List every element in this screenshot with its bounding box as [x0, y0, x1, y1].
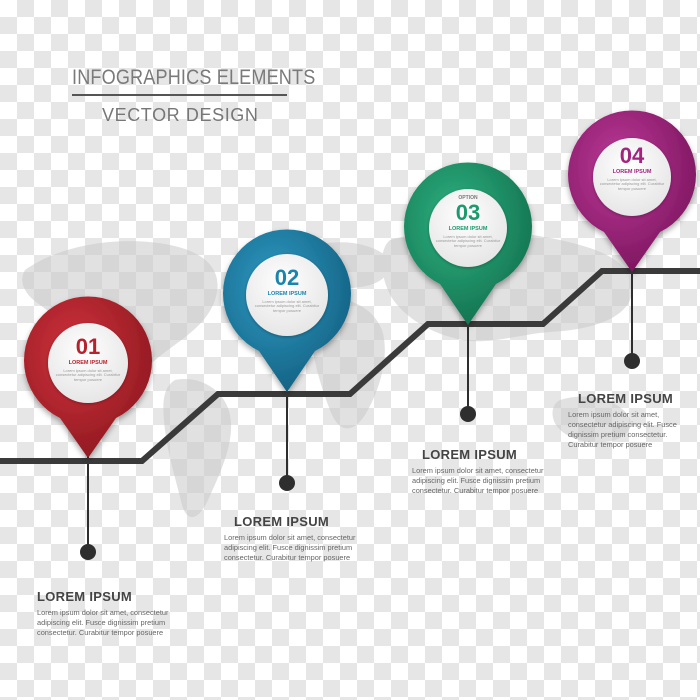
progress-path: [0, 268, 700, 464]
pin-02-title: LOREM IPSUM: [267, 291, 307, 297]
pin-03-inner: [429, 189, 507, 267]
step-04-text: LOREM IPSUM Lorem ipsum dolor sit amet, …: [568, 391, 694, 450]
pin-02-inner: [246, 254, 328, 336]
pin-04-number: 04: [619, 143, 645, 168]
step-01-heading: LOREM IPSUM: [37, 589, 133, 604]
step-01-text: LOREM IPSUM Lorem ipsum dolor sit amet, …: [37, 589, 177, 638]
step-02-heading: LOREM IPSUM: [234, 514, 330, 529]
pin-04-label: 04 LOREM IPSUM Lorem ipsum dolor sit ame…: [597, 145, 667, 192]
pin-01-number: 01: [75, 334, 101, 359]
pin-04-text: Lorem ipsum dolor sit amet, consectetur …: [599, 176, 665, 192]
pin-04-inner: [593, 138, 671, 216]
pin-03-number: 03: [455, 200, 481, 225]
title-block: INFOGRAPHICS ELEMENTS VECTOR DESIGN: [72, 66, 315, 126]
pin-03-option: OPTION: [458, 195, 478, 201]
step-01-body: Lorem ipsum dolor sit amet, consectetur …: [37, 608, 169, 637]
pin-03-text: Lorem ipsum dolor sit amet, consectetur …: [435, 233, 501, 249]
pin-01-title: LOREM IPSUM: [68, 360, 108, 366]
pin-03-label: OPTION 03 LOREM IPSUM Lorem ipsum dolor …: [433, 196, 503, 249]
title-sub: VECTOR DESIGN: [102, 105, 259, 125]
step-02-body: Lorem ipsum dolor sit amet, consectetur …: [224, 533, 356, 562]
step-03-text: LOREM IPSUM Lorem ipsum dolor sit amet, …: [412, 447, 552, 496]
step-04-heading: LOREM IPSUM: [578, 391, 674, 406]
step-03-heading: LOREM IPSUM: [422, 447, 518, 462]
title-main: INFOGRAPHICS ELEMENTS: [72, 66, 315, 96]
pin-03-title: LOREM IPSUM: [448, 226, 488, 232]
pin-02-label: 02 LOREM IPSUM Lorem ipsum dolor sit ame…: [252, 267, 322, 314]
step-02-text: LOREM IPSUM Lorem ipsum dolor sit amet, …: [224, 514, 364, 563]
pin-01-label: 01 LOREM IPSUM Lorem ipsum dolor sit ame…: [53, 336, 123, 383]
step-03-body: Lorem ipsum dolor sit amet, consectetur …: [412, 466, 544, 495]
connector-lines: [87, 265, 633, 552]
pin-01-inner: [48, 323, 128, 403]
pin-02-text: Lorem ipsum dolor sit amet, consectetur …: [254, 298, 320, 314]
connector-dots: [80, 353, 640, 560]
pin-04-title: LOREM IPSUM: [612, 169, 652, 175]
step-04-body: Lorem ipsum dolor sit amet, consectetur …: [568, 410, 677, 449]
pin-02-number: 02: [274, 265, 300, 290]
pin-01-text: Lorem ipsum dolor sit amet, consectetur …: [55, 367, 121, 383]
